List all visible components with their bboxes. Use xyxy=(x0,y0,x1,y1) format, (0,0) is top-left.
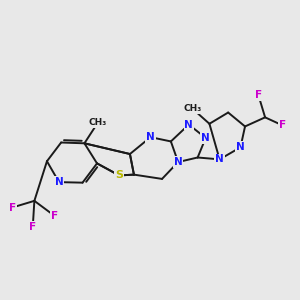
Text: F: F xyxy=(51,211,58,220)
Text: F: F xyxy=(255,90,262,100)
Text: N: N xyxy=(201,133,210,143)
Text: F: F xyxy=(279,120,286,130)
Text: N: N xyxy=(215,154,224,164)
Text: N: N xyxy=(184,120,193,130)
Text: CH₃: CH₃ xyxy=(183,104,201,113)
Text: N: N xyxy=(236,142,245,152)
Text: N: N xyxy=(146,132,155,142)
Text: N: N xyxy=(55,177,63,187)
Text: N: N xyxy=(174,157,182,167)
Text: S: S xyxy=(115,170,123,180)
Text: CH₃: CH₃ xyxy=(89,118,107,127)
Text: F: F xyxy=(29,222,36,232)
Text: F: F xyxy=(9,202,16,213)
